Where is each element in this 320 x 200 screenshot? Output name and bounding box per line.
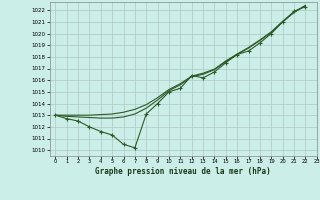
X-axis label: Graphe pression niveau de la mer (hPa): Graphe pression niveau de la mer (hPa) [95, 167, 271, 176]
